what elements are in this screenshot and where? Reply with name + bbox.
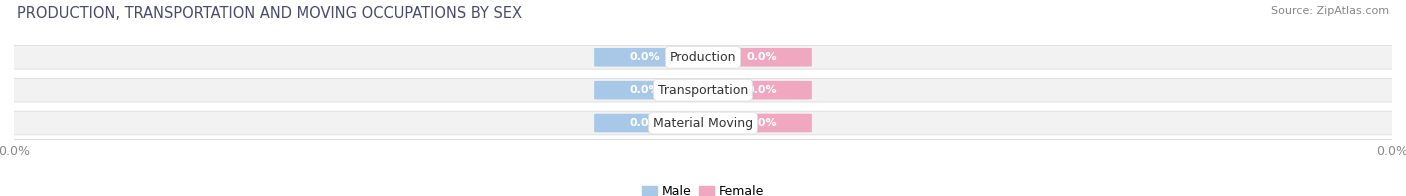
Text: 0.0%: 0.0% — [628, 52, 659, 62]
Text: 0.0%: 0.0% — [747, 118, 778, 128]
Text: Transportation: Transportation — [658, 84, 748, 97]
Text: Material Moving: Material Moving — [652, 117, 754, 130]
FancyBboxPatch shape — [595, 114, 695, 132]
FancyBboxPatch shape — [7, 78, 1399, 102]
FancyBboxPatch shape — [7, 45, 1399, 69]
Text: Source: ZipAtlas.com: Source: ZipAtlas.com — [1271, 6, 1389, 16]
FancyBboxPatch shape — [711, 48, 811, 67]
FancyBboxPatch shape — [595, 48, 695, 67]
Text: 0.0%: 0.0% — [628, 85, 659, 95]
FancyBboxPatch shape — [595, 81, 695, 99]
Text: 0.0%: 0.0% — [747, 85, 778, 95]
Text: PRODUCTION, TRANSPORTATION AND MOVING OCCUPATIONS BY SEX: PRODUCTION, TRANSPORTATION AND MOVING OC… — [17, 6, 522, 21]
Text: 0.0%: 0.0% — [747, 52, 778, 62]
Text: Production: Production — [669, 51, 737, 64]
FancyBboxPatch shape — [711, 81, 811, 99]
Text: 0.0%: 0.0% — [628, 118, 659, 128]
Legend: Male, Female: Male, Female — [641, 185, 765, 196]
FancyBboxPatch shape — [7, 111, 1399, 135]
FancyBboxPatch shape — [711, 114, 811, 132]
